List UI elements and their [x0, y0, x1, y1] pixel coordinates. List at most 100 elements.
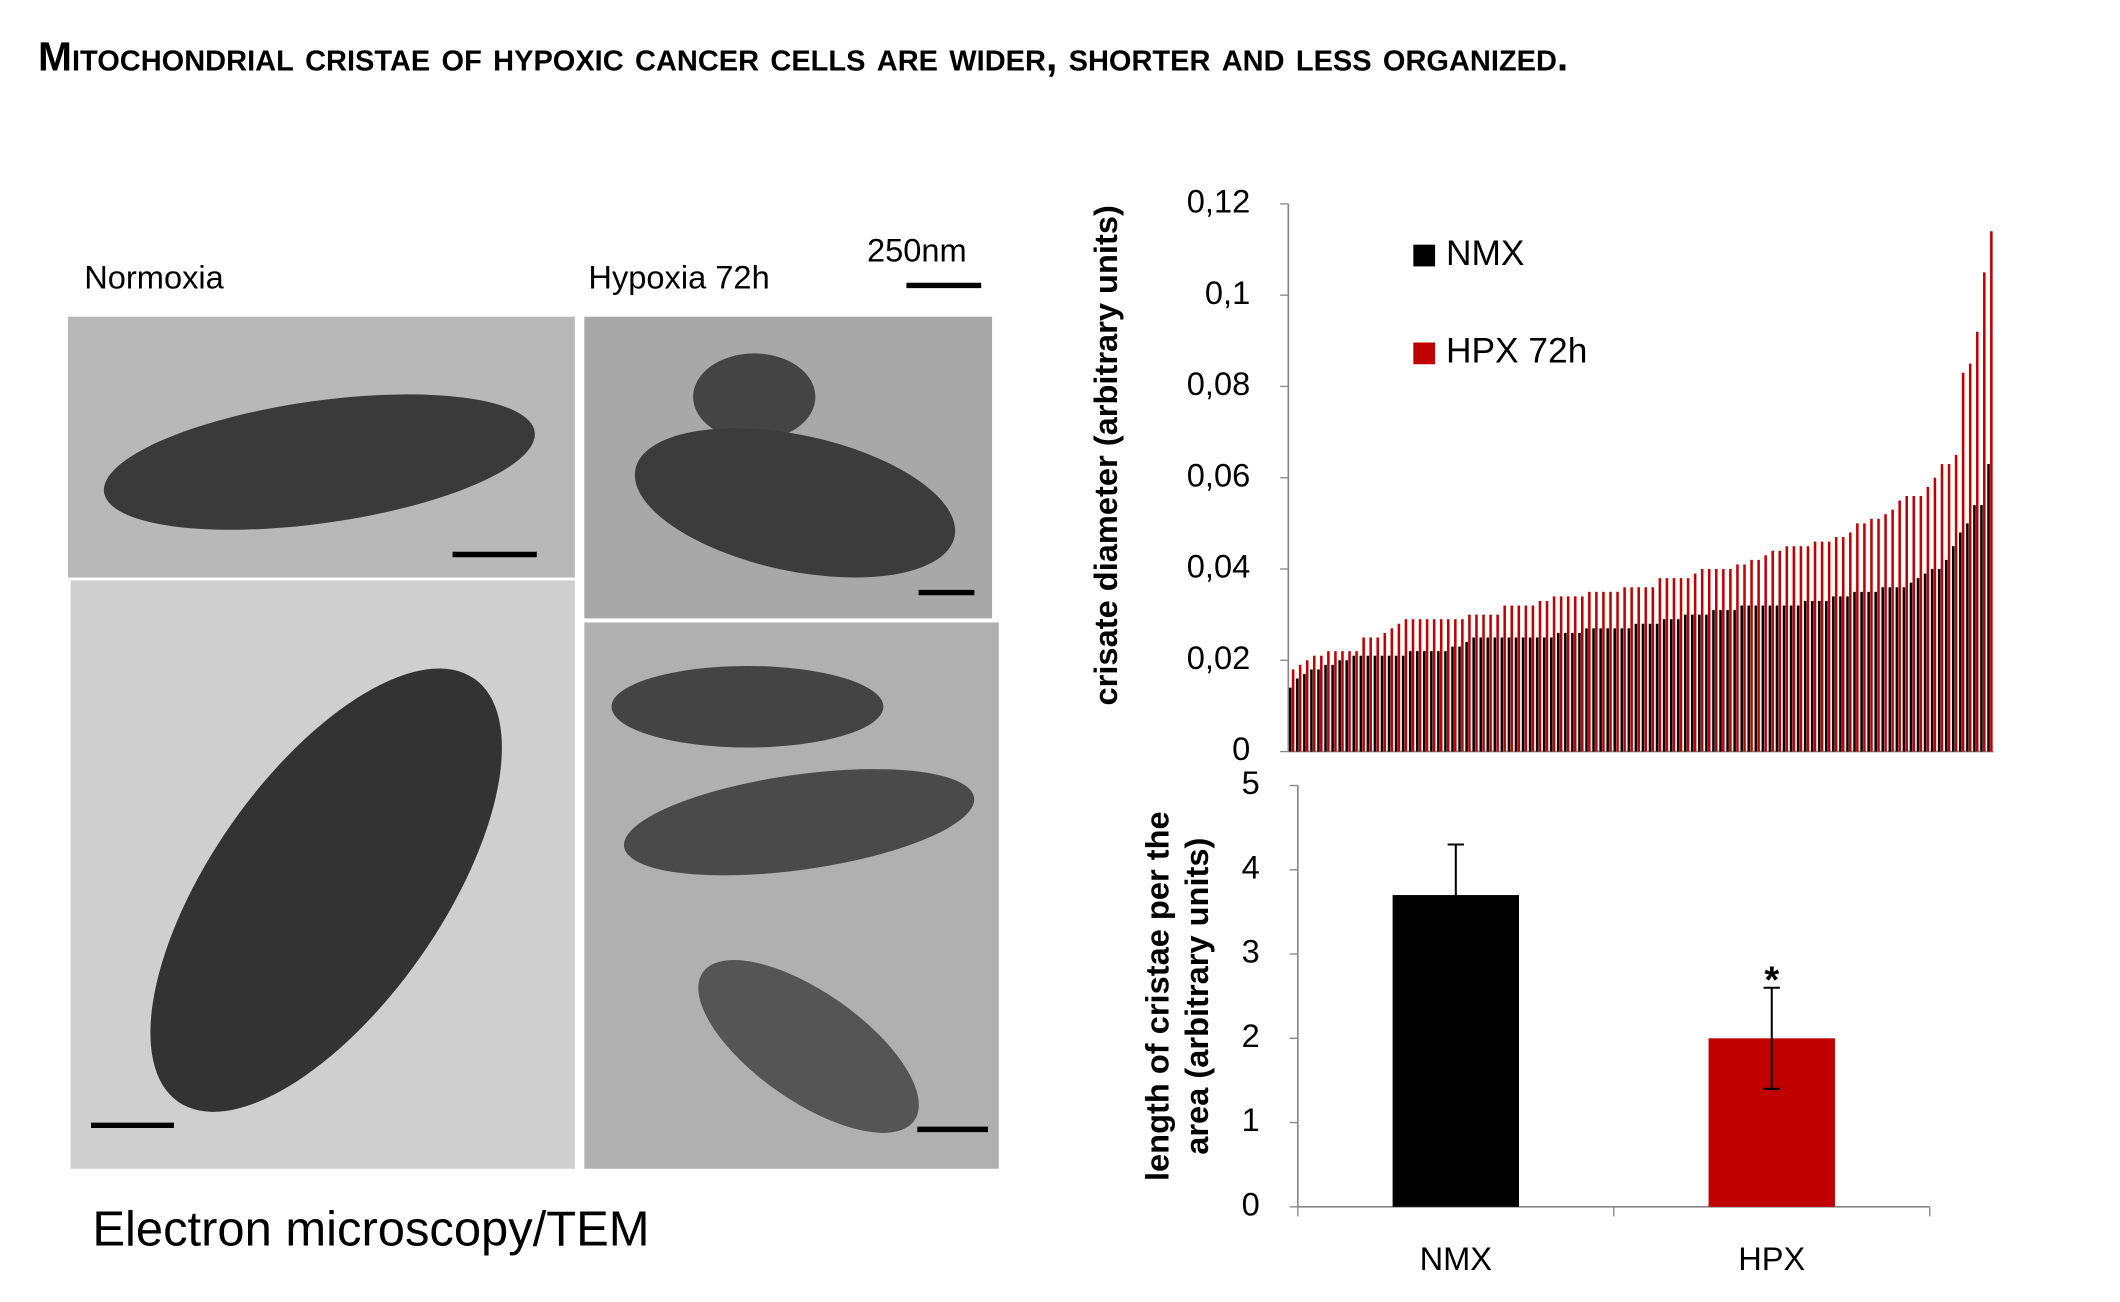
bar [1327, 651, 1330, 752]
bar [1599, 628, 1602, 752]
bar [1366, 655, 1370, 752]
y-axis-title: crisate diameter (arbitrary units) [1087, 205, 1125, 706]
bar [1729, 569, 1732, 752]
bar [1952, 546, 1955, 752]
y-axis-title-text: crisate diameter (arbitrary units) [1087, 205, 1125, 706]
bar [1620, 628, 1624, 752]
bar [1679, 578, 1683, 752]
bar [1571, 632, 1574, 752]
bar [1691, 614, 1694, 752]
bar [1507, 637, 1511, 752]
bar [1397, 623, 1401, 752]
bar [1609, 591, 1612, 752]
bar [1665, 578, 1669, 752]
bar [1832, 596, 1835, 752]
bar [1376, 637, 1380, 752]
bar [1458, 646, 1461, 752]
bar [1411, 619, 1415, 752]
bar [1954, 454, 1958, 752]
bar [1437, 651, 1440, 752]
bar [1937, 569, 1941, 752]
bar [1362, 637, 1365, 752]
bar [1549, 637, 1553, 752]
bar [1874, 591, 1877, 752]
bar [1754, 605, 1758, 752]
bar [1700, 569, 1704, 752]
bar [1806, 546, 1810, 752]
bar [1933, 477, 1937, 752]
bar [1813, 541, 1817, 752]
bar [1303, 673, 1306, 752]
bar [1305, 660, 1309, 752]
bar [1331, 664, 1334, 752]
bar [1298, 664, 1302, 752]
bar [1870, 518, 1873, 752]
bar [1627, 628, 1631, 752]
bar [1557, 632, 1560, 752]
bar [1740, 605, 1743, 752]
bar [1447, 619, 1450, 752]
bar [1839, 596, 1842, 752]
bar [1820, 541, 1824, 752]
bar [1317, 669, 1320, 752]
y-tick-label: 5 [1242, 764, 1260, 801]
bar [1768, 605, 1772, 752]
bar [1444, 651, 1447, 752]
bar [1310, 669, 1313, 752]
bar [1698, 614, 1701, 752]
bar [1289, 687, 1292, 752]
bar [1909, 582, 1913, 752]
bar [1432, 619, 1436, 752]
bar [1552, 596, 1556, 752]
bar [1390, 628, 1394, 752]
bar [1778, 550, 1782, 752]
legend-swatch [1413, 342, 1436, 365]
bar [1538, 600, 1542, 752]
bar [1630, 587, 1633, 752]
bar [1296, 678, 1299, 752]
bar [1990, 231, 1993, 752]
bar [1623, 587, 1626, 752]
bar [1312, 655, 1316, 752]
normoxia-label: Normoxia [84, 259, 224, 296]
y-tick-label: 3 [1242, 933, 1260, 970]
scale-label: 250nm [867, 231, 967, 268]
bar [1535, 637, 1539, 752]
y-axis-title: length of cristae per the area (arbitrar… [1140, 811, 1216, 1181]
bar [1352, 655, 1356, 752]
bar [1641, 623, 1645, 752]
bar [1486, 637, 1490, 752]
bar [1898, 500, 1901, 752]
bar [1472, 637, 1475, 752]
bar [1634, 623, 1638, 752]
bar [1658, 578, 1662, 752]
bar [1651, 587, 1655, 752]
bar [1926, 486, 1930, 752]
legend-label: NMX [1446, 234, 1525, 273]
bar [1888, 587, 1892, 752]
bar [1912, 495, 1916, 752]
bar [1531, 605, 1535, 752]
bar [1461, 619, 1464, 752]
bar [1648, 623, 1652, 752]
x-tick-label: HPX [1738, 1240, 1805, 1277]
bar [1606, 628, 1609, 752]
bar [1863, 523, 1866, 752]
y-tick-label: 1 [1242, 1101, 1260, 1138]
bar [1712, 610, 1715, 752]
bar [1761, 605, 1765, 752]
bar [1895, 587, 1899, 752]
bar [1867, 591, 1870, 752]
slide-title: Mitochondrial cristae of hypoxic cancer … [38, 34, 1568, 80]
bar [1503, 605, 1506, 752]
bar [1916, 578, 1920, 752]
bar [1528, 637, 1532, 752]
bar [1573, 596, 1577, 752]
bar [1968, 363, 1972, 752]
bar [1408, 651, 1412, 752]
bar [1975, 331, 1979, 752]
bar [1796, 605, 1800, 752]
bar [1834, 537, 1838, 752]
